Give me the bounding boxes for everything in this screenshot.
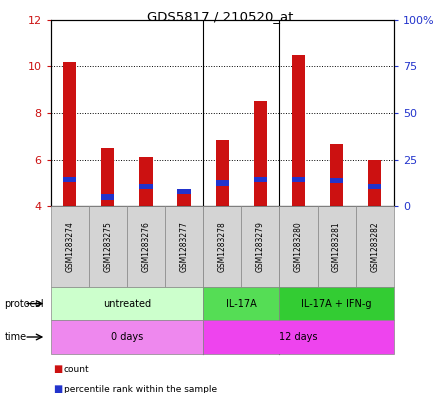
Bar	[139, 157, 153, 206]
Bar	[216, 140, 229, 206]
Text: GSM1283277: GSM1283277	[180, 221, 189, 272]
Text: percentile rank within the sample: percentile rank within the sample	[64, 385, 217, 393]
Text: GDS5817 / 210520_at: GDS5817 / 210520_at	[147, 10, 293, 23]
Text: GSM1283274: GSM1283274	[65, 221, 74, 272]
Bar	[216, 180, 229, 185]
Bar	[368, 184, 381, 189]
Bar	[292, 177, 305, 182]
Bar	[101, 195, 114, 200]
Bar	[177, 191, 191, 206]
Bar	[368, 160, 381, 206]
Text: GSM1283282: GSM1283282	[370, 221, 379, 272]
Bar	[63, 62, 77, 206]
Text: ■: ■	[53, 384, 62, 393]
Text: GSM1283275: GSM1283275	[103, 221, 112, 272]
Text: count: count	[64, 365, 89, 374]
Bar	[63, 177, 77, 182]
Text: IL-17A + IFN-g: IL-17A + IFN-g	[301, 299, 372, 309]
Text: untreated: untreated	[103, 299, 151, 309]
Bar	[330, 145, 343, 206]
Text: IL-17A: IL-17A	[226, 299, 257, 309]
Text: GSM1283280: GSM1283280	[294, 221, 303, 272]
Text: 12 days: 12 days	[279, 332, 318, 342]
Bar	[253, 101, 267, 206]
Bar	[292, 55, 305, 206]
Text: GSM1283276: GSM1283276	[141, 221, 150, 272]
Text: 0 days: 0 days	[111, 332, 143, 342]
Bar	[101, 148, 114, 206]
Text: GSM1283281: GSM1283281	[332, 221, 341, 272]
Bar	[139, 184, 153, 189]
Bar	[330, 178, 343, 183]
Text: ■: ■	[53, 364, 62, 375]
Text: GSM1283279: GSM1283279	[256, 221, 265, 272]
Bar	[177, 189, 191, 194]
Text: time: time	[4, 332, 26, 342]
Text: protocol: protocol	[4, 299, 44, 309]
Text: GSM1283278: GSM1283278	[218, 221, 227, 272]
Bar	[253, 177, 267, 182]
